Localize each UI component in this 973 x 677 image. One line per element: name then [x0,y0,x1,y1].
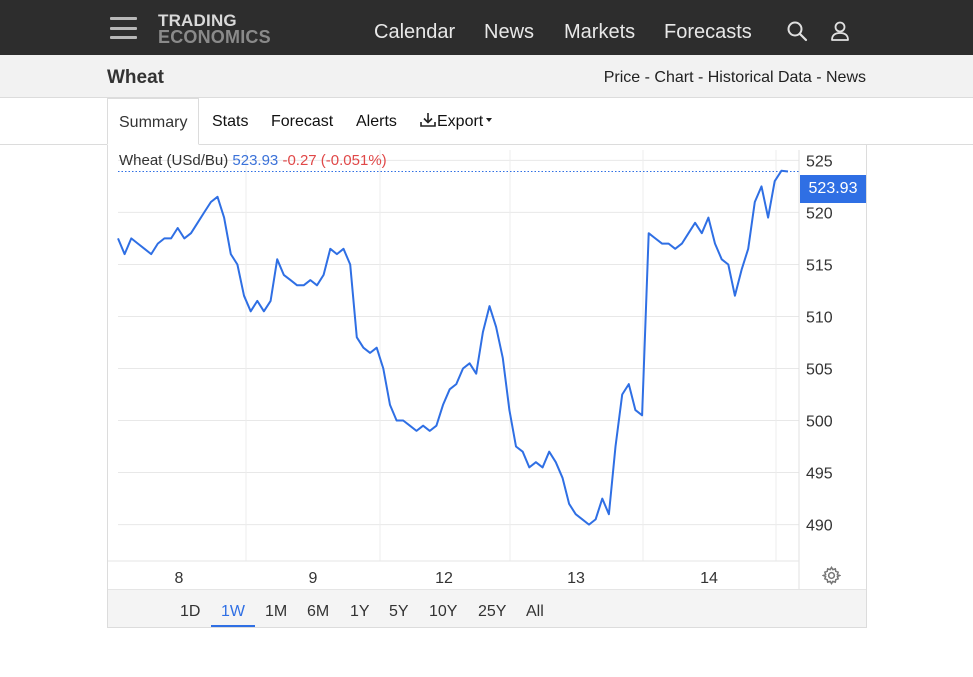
x-tick-label: 12 [435,570,453,587]
export-label: Export [437,113,484,130]
nav-forecasts[interactable]: Forecasts [664,21,752,43]
x-tick-label: 14 [700,570,718,587]
x-tick-label: 8 [175,570,184,587]
hamburger-icon[interactable] [110,17,137,39]
legend-change: -0.27 (-0.051%) [282,152,387,169]
tab-forecast[interactable]: Forecast [271,113,334,130]
link-separator: - [693,69,708,86]
user-icon[interactable] [829,20,851,42]
x-tick-label: 13 [567,570,585,587]
range-selector: 1D 1W 1M 6M 1Y 5Y 10Y 25Y All [108,589,866,627]
y-tick-label: 520 [806,205,833,222]
instrument-bar: Wheat Price - Chart - Historical Data - … [0,55,973,98]
legend-series-name: Wheat (USd/Bu) [119,152,229,169]
range-5y[interactable]: 5Y [389,603,409,620]
link-news[interactable]: News [825,69,866,86]
link-historical-data[interactable]: Historical Data [707,69,812,86]
search-icon[interactable] [786,20,808,42]
x-tick-label: 9 [309,570,318,587]
gear-icon[interactable] [822,566,841,585]
logo-line1: TRADING [158,11,237,30]
download-icon [420,113,436,127]
y-tick-label: 500 [806,414,833,431]
y-tick-label: 495 [806,466,833,483]
range-6m[interactable]: 6M [307,603,330,620]
y-tick-label: 490 [806,518,833,535]
y-tick-label: 505 [806,362,833,379]
range-1y[interactable]: 1Y [350,603,370,620]
nav-markets[interactable]: Markets [564,21,636,43]
legend-price: 523.93 [232,152,279,169]
caret-down-icon [486,118,493,122]
section-links: Price - Chart - Historical Data - News [604,69,866,87]
tab-stats[interactable]: Stats [212,113,249,130]
range-25y[interactable]: 25Y [478,603,507,620]
logo-line2: ECONOMICS [158,27,271,47]
tab-alerts[interactable]: Alerts [356,113,397,130]
y-tick-label: 525 [806,153,833,170]
tab-summary[interactable]: Summary [107,98,200,145]
chart-legend: Wheat (USd/Bu) 523.93 -0.27 (-0.051%) [119,152,387,169]
range-1m[interactable]: 1M [265,603,288,620]
tab-export[interactable]: Export [419,98,494,145]
current-price-tag: 523.93 [800,175,866,203]
series-line-wheat [117,169,789,526]
top-navbar: TRADING ECONOMICS Calendar News Markets … [0,0,973,55]
page-title: Wheat [107,67,164,88]
range-1d[interactable]: 1D [180,603,201,620]
range-1w[interactable]: 1W [211,590,255,627]
link-chart[interactable]: Chart [654,69,694,86]
y-tick-label: 510 [806,309,833,326]
link-separator: - [811,69,826,86]
tabs-row: Summary Stats Forecast Alerts Export [0,98,973,145]
link-separator: - [640,69,655,86]
nav-calendar[interactable]: Calendar [374,21,456,43]
link-price[interactable]: Price [603,69,641,86]
range-all[interactable]: All [526,603,544,620]
logo[interactable]: TRADING ECONOMICS [158,11,271,47]
range-10y[interactable]: 10Y [429,603,458,620]
chart-panel [107,145,867,628]
y-tick-label: 515 [806,257,833,274]
nav-news[interactable]: News [484,21,535,43]
